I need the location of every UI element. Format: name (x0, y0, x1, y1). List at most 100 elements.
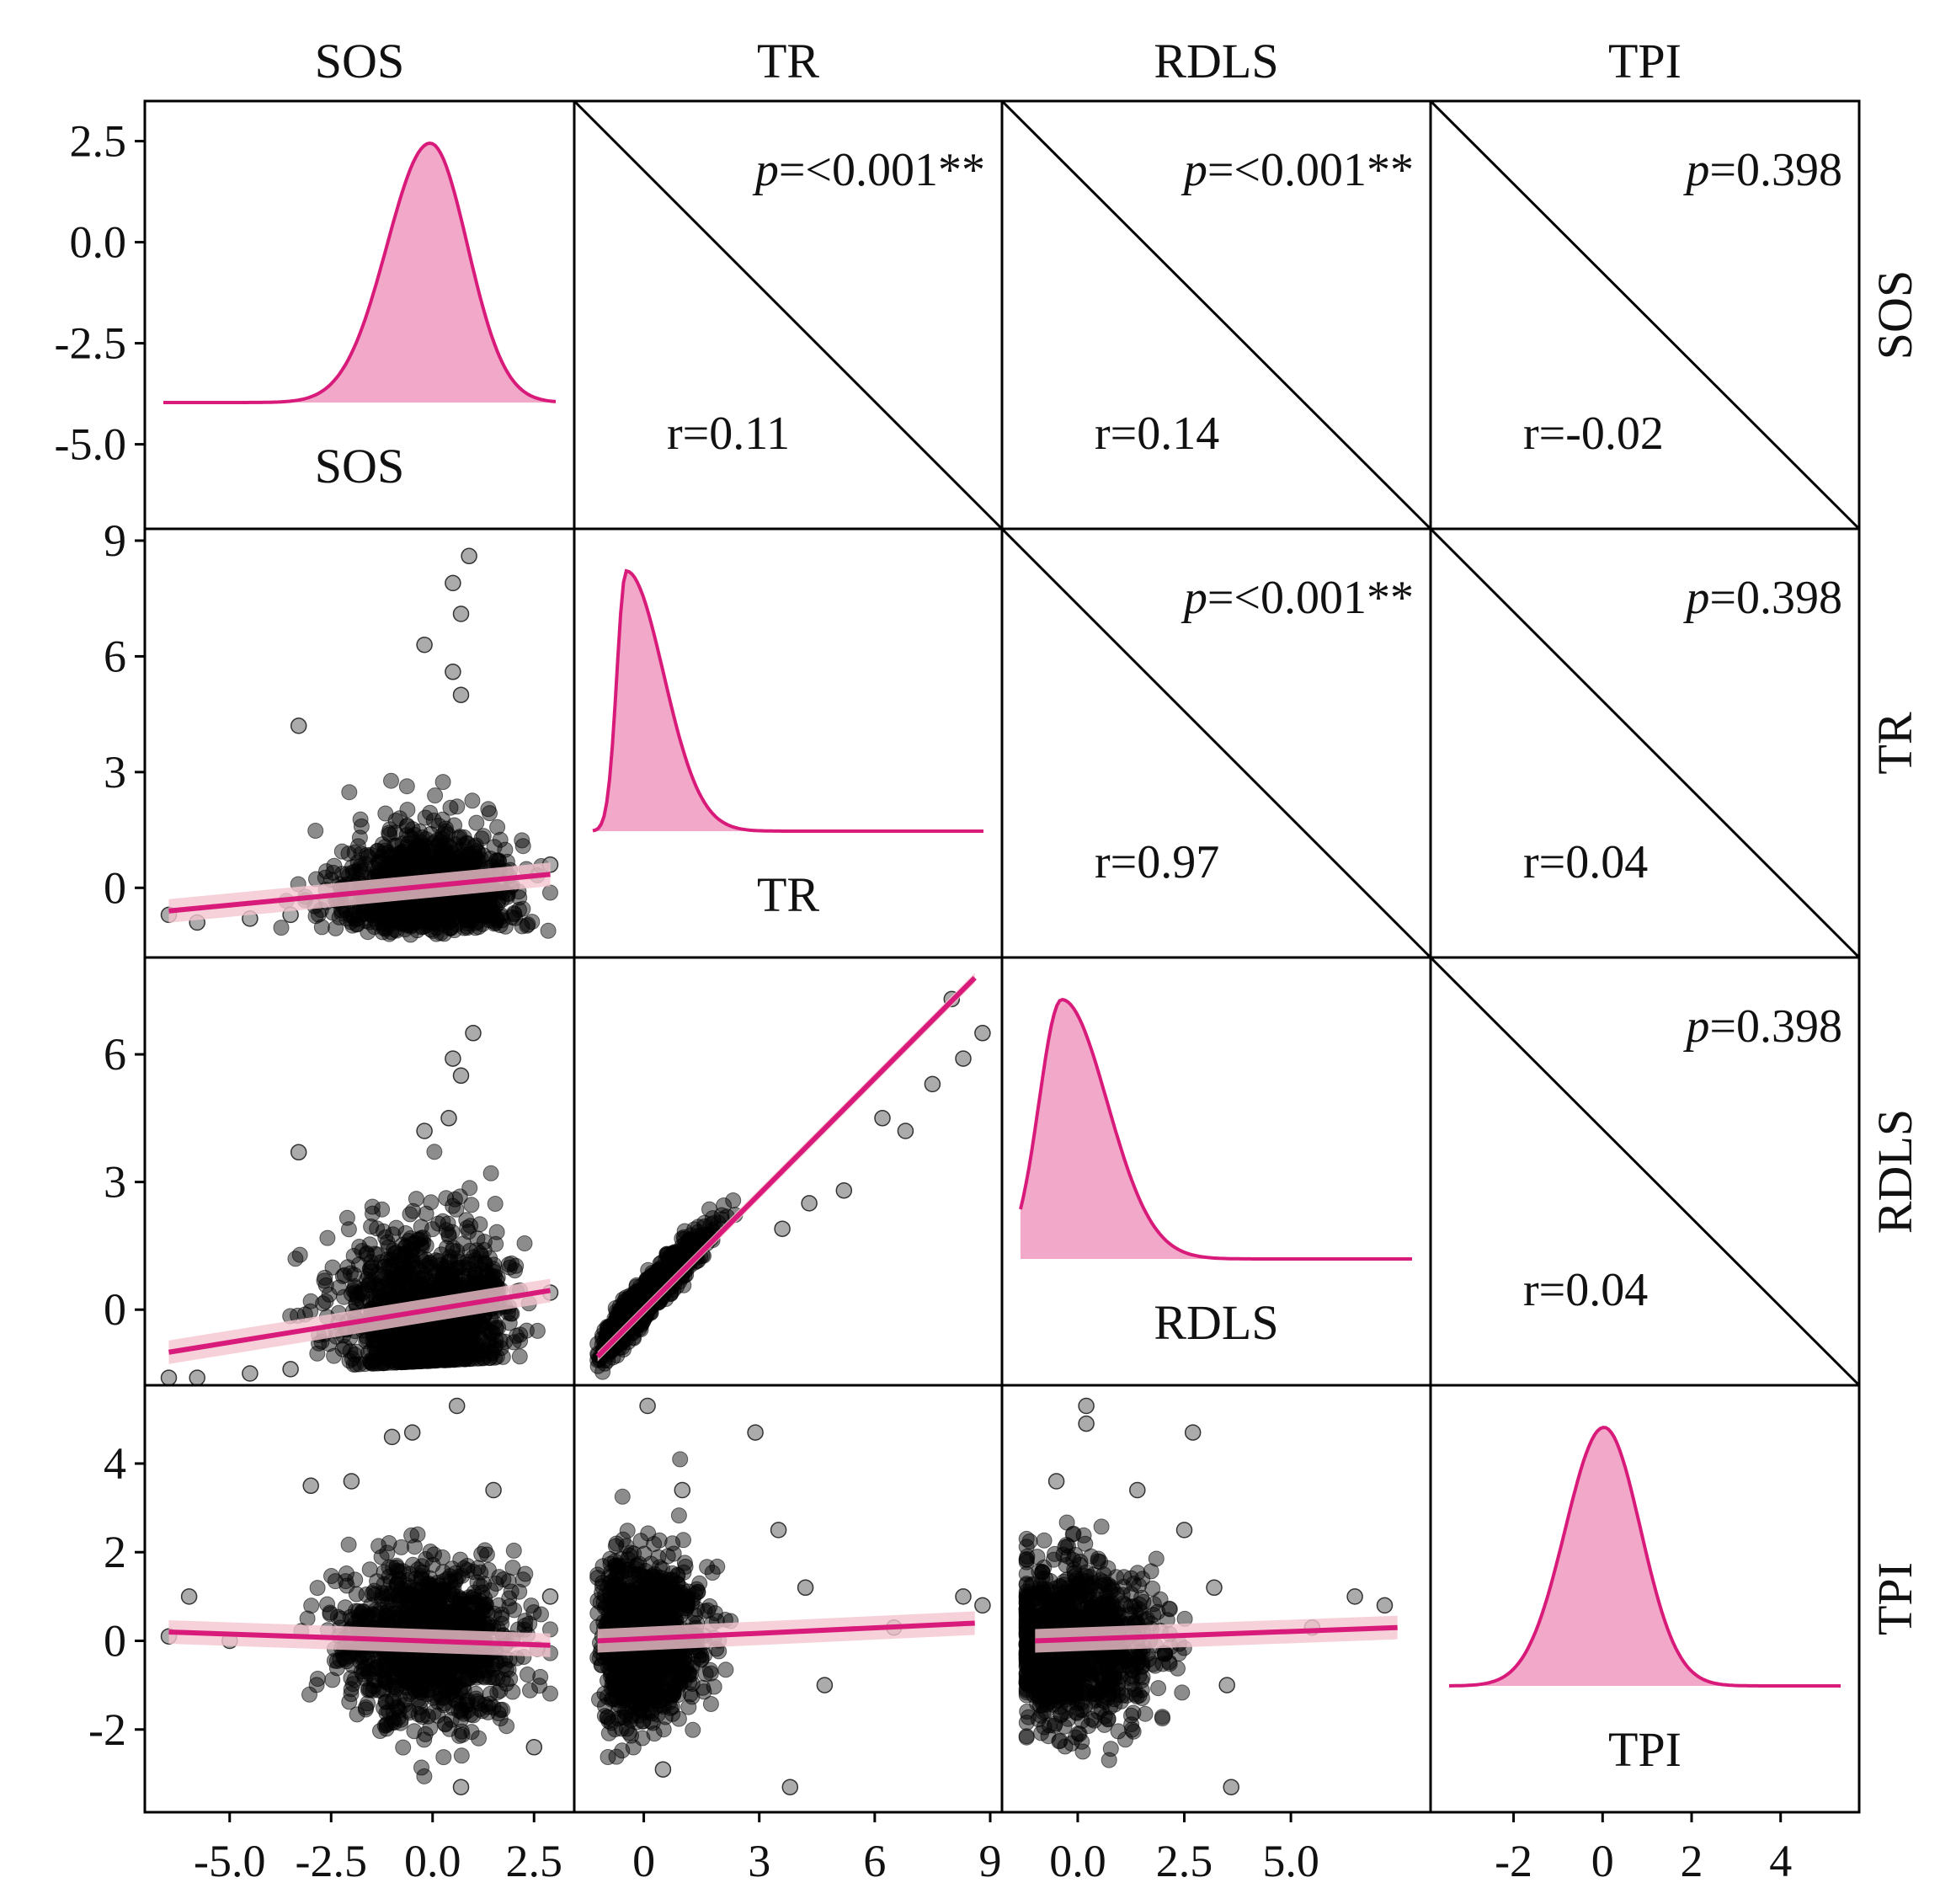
data-point (511, 889, 528, 906)
data-point (309, 1580, 326, 1597)
outlier-point (485, 1481, 502, 1499)
data-point (468, 1242, 485, 1259)
data-point (459, 1330, 476, 1347)
data-point (494, 1672, 511, 1688)
data-point (338, 1209, 355, 1226)
data-point (438, 1266, 455, 1282)
outlier-point (343, 1473, 360, 1490)
data-point (467, 1255, 484, 1272)
data-point (405, 859, 422, 875)
data-point (348, 1586, 365, 1603)
data-point (471, 1730, 487, 1747)
outlier-point (974, 1025, 991, 1042)
data-point (359, 1271, 376, 1288)
data-point (494, 1348, 511, 1365)
data-point (413, 834, 429, 851)
diagonal-divider-tr-tpi (1429, 527, 1861, 959)
data-point (325, 864, 342, 881)
data-point (326, 1347, 343, 1364)
data-point (466, 1564, 482, 1581)
data-point (321, 1286, 338, 1303)
data-point (442, 1253, 459, 1270)
data-point (408, 1191, 424, 1208)
outlier-point (461, 547, 477, 565)
data-point (469, 1230, 486, 1247)
data-point (473, 1546, 490, 1562)
data-point (409, 1561, 426, 1578)
diagonal-divider-sos-rdls (1000, 99, 1432, 531)
data-point (468, 814, 485, 831)
outlier-point (189, 1369, 205, 1385)
data-point (463, 1197, 480, 1213)
panels-layer (160, 99, 1861, 1795)
data-point (423, 1670, 440, 1687)
data-point (373, 1348, 390, 1365)
data-point (322, 1604, 338, 1621)
outlier-point (445, 574, 461, 592)
data-point (402, 1334, 419, 1351)
data-point (426, 1339, 443, 1356)
data-point (382, 1289, 399, 1306)
data-point (375, 1355, 392, 1372)
data-point (492, 831, 509, 848)
data-point (422, 804, 439, 821)
data-point (468, 1669, 485, 1686)
data-point (341, 784, 358, 801)
data-point (514, 918, 530, 935)
data-point (417, 809, 434, 826)
data-point (299, 1610, 316, 1627)
data-point (353, 818, 370, 835)
outlier-point (290, 1144, 307, 1161)
data-point (459, 1326, 476, 1343)
data-point (424, 1608, 441, 1624)
data-point (405, 1677, 422, 1693)
data-point (512, 1332, 529, 1349)
data-point (369, 1220, 386, 1237)
density-tr (592, 568, 983, 833)
outlier-point (403, 1424, 421, 1441)
data-point (430, 1253, 447, 1269)
data-point (418, 913, 435, 930)
data-point (386, 1714, 403, 1731)
data-point (453, 1747, 470, 1764)
data-point (461, 1324, 478, 1341)
data-point (434, 1549, 450, 1565)
data-point (438, 1655, 455, 1672)
data-point (361, 1665, 378, 1682)
data-point (449, 798, 466, 815)
data-point (327, 1573, 344, 1590)
data-point (449, 908, 466, 925)
data-point (672, 1451, 689, 1468)
data-point (402, 1206, 418, 1223)
regression-line (168, 1288, 552, 1355)
diagonal-divider-tr-rdls (1000, 527, 1432, 959)
data-point (378, 1608, 395, 1624)
density-fill-tr (593, 571, 983, 831)
outlier-point (452, 1779, 470, 1795)
outlier-point (924, 1075, 941, 1093)
data-point (359, 847, 375, 863)
data-point (365, 1293, 382, 1309)
outlier-point (541, 1588, 559, 1605)
outlier-point (835, 1181, 853, 1199)
density-curve-sos (163, 141, 557, 404)
data-point (426, 1144, 443, 1160)
data-point (360, 1344, 376, 1361)
density-curve-rdls (1019, 997, 1412, 1261)
data-point (504, 1255, 520, 1272)
data-point (425, 812, 442, 829)
density-curve-tpi (1449, 1426, 1841, 1688)
data-point (317, 1269, 333, 1286)
data-point (501, 1598, 518, 1615)
outlier-point (180, 1588, 198, 1605)
data-point (401, 1344, 418, 1360)
data-point (511, 901, 527, 918)
outlier-point (282, 1361, 299, 1378)
data-point (505, 1542, 522, 1559)
data-point (477, 903, 494, 920)
outlier-point (290, 717, 307, 734)
data-point (477, 1341, 493, 1358)
data-point (379, 1544, 396, 1561)
data-point (388, 1253, 405, 1270)
